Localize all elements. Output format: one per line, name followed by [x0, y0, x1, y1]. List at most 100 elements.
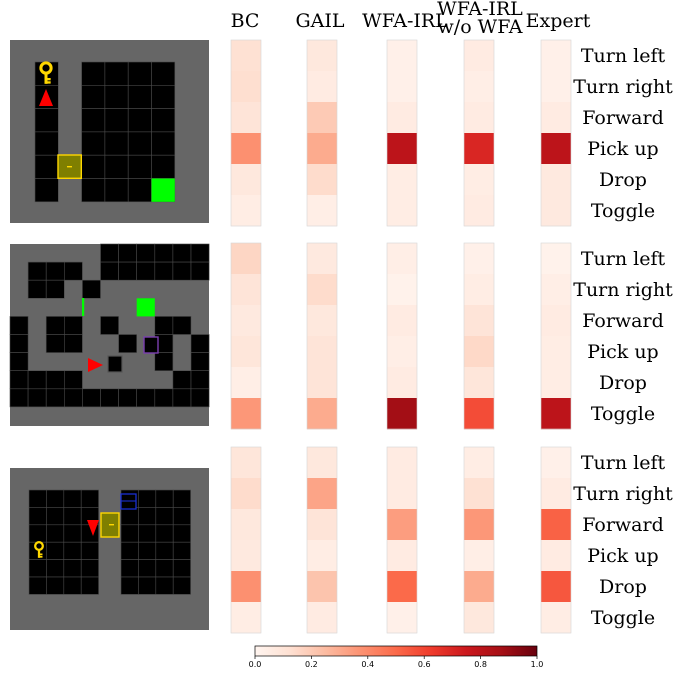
floor-tile	[45, 370, 65, 390]
heat-cell	[231, 336, 261, 368]
floor-tile	[100, 316, 119, 335]
heat-cell	[307, 336, 337, 368]
floor-tile	[136, 388, 156, 408]
heat-column-frame	[463, 446, 495, 634]
floor-tile	[154, 388, 174, 408]
method-header-wfa-irl: WFA-IRL	[362, 10, 448, 32]
floor-tile	[46, 507, 65, 526]
heat-cell	[387, 367, 417, 399]
heat-cell	[387, 540, 417, 572]
heat-cell	[231, 602, 261, 634]
heat-cell	[307, 571, 337, 603]
action-label: Toggle	[591, 200, 655, 222]
heat-column-frame	[540, 39, 572, 227]
floor-tile	[45, 261, 65, 281]
heat-cell	[541, 540, 571, 572]
colorbar-tick-label: 1.0	[531, 660, 544, 669]
heat-cell	[541, 195, 571, 227]
floor-tile	[127, 178, 152, 203]
goal-tile	[136, 298, 155, 317]
floor-tile	[63, 489, 82, 508]
heat-cell	[387, 195, 417, 227]
floor-tile	[63, 576, 82, 595]
heat-column-frame	[230, 242, 262, 430]
floor-tile	[190, 388, 210, 408]
heat-cell	[541, 243, 571, 275]
action-label: Forward	[582, 310, 664, 332]
heat-cell	[464, 478, 494, 510]
floor-tile	[104, 131, 129, 156]
floor-tile	[9, 370, 29, 390]
heat-cell	[541, 40, 571, 72]
action-label: Toggle	[591, 403, 655, 425]
heat-cell	[464, 447, 494, 479]
heat-cell	[464, 274, 494, 306]
floor-tile	[81, 108, 106, 133]
floor-tile	[46, 576, 65, 595]
heat-cell	[307, 243, 337, 275]
floor-tile	[190, 243, 210, 263]
floor-tile	[82, 279, 101, 299]
heat-cell	[541, 336, 571, 368]
floor-tile	[118, 388, 137, 408]
colorbar-tick-label: 0.4	[361, 660, 374, 669]
heat-cell	[464, 602, 494, 634]
heat-cell	[231, 274, 261, 306]
heat-cell	[307, 602, 337, 634]
floor-tile	[63, 541, 82, 560]
floor-tile	[28, 524, 47, 543]
heat-cell	[387, 336, 417, 368]
floor-tile	[190, 370, 210, 390]
floor-tile	[64, 334, 83, 353]
action-label: Pick up	[587, 545, 658, 567]
floor-tile	[138, 559, 157, 578]
heat-cell	[541, 164, 571, 196]
floor-tile	[120, 559, 139, 578]
heat-cell	[464, 509, 494, 541]
floor-tile	[104, 61, 129, 86]
heat-cell	[387, 164, 417, 196]
floor-tile	[138, 541, 157, 560]
floor-tile	[118, 243, 137, 263]
floor-tile	[154, 261, 174, 281]
floor-tile	[34, 178, 59, 203]
heat-cell	[464, 540, 494, 572]
floor-tile	[63, 524, 82, 543]
agent-icon	[39, 89, 53, 106]
environment-thumbnail-key-door	[10, 40, 209, 223]
floor-tile	[28, 559, 47, 578]
floor-tile	[127, 154, 152, 179]
heat-cell	[541, 602, 571, 634]
floor-tile	[154, 316, 174, 335]
floor-tile	[172, 541, 191, 560]
door-handle	[109, 524, 114, 526]
floor-tile	[155, 489, 174, 508]
action-label: Toggle	[591, 607, 655, 629]
floor-tile	[136, 261, 156, 281]
heat-cell	[231, 398, 261, 430]
heat-cell	[387, 243, 417, 275]
floor-tile	[27, 370, 47, 390]
heat-cell	[541, 71, 571, 103]
action-label: Pick up	[587, 138, 658, 160]
heat-cell	[541, 305, 571, 337]
floor-tile	[28, 489, 47, 508]
floor-tile	[9, 334, 29, 353]
floor-tile	[45, 279, 65, 299]
floor-tile	[46, 524, 65, 543]
floor-tile	[155, 541, 174, 560]
heat-column-frame	[540, 446, 572, 634]
floor-tile	[28, 507, 47, 526]
heat-cell	[387, 509, 417, 541]
method-header-gail: GAIL	[295, 10, 344, 32]
agent-icon	[88, 358, 103, 372]
floor-tile	[100, 261, 119, 281]
heat-cell	[307, 478, 337, 510]
floor-tile	[46, 541, 65, 560]
heat-cell	[231, 243, 261, 275]
floor-tile	[63, 559, 82, 578]
heat-cell	[231, 509, 261, 541]
heat-cell	[464, 195, 494, 227]
heat-cell	[541, 133, 571, 165]
